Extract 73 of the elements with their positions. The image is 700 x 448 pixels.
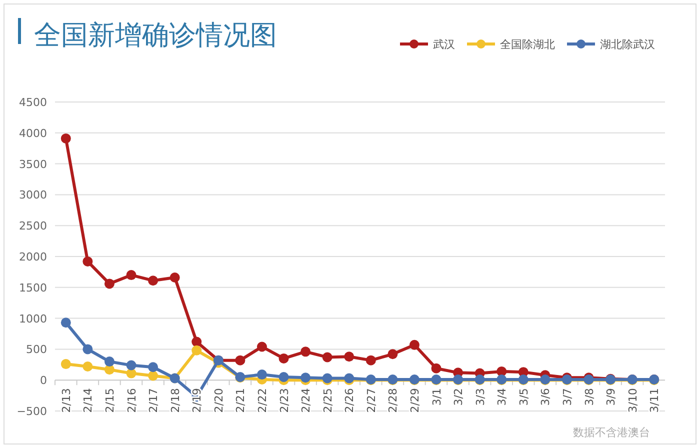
x-tick-label: 3/2: [452, 388, 466, 406]
x-tick-label: 2/19: [190, 388, 204, 413]
y-tick-label: 2500: [19, 220, 47, 233]
x-tick-label: 3/4: [496, 388, 509, 406]
point: [192, 345, 202, 356]
y-tick-label: 3000: [19, 188, 47, 202]
x-tick-label: 2/25: [321, 388, 334, 413]
x-tick-label: 3/7: [560, 388, 574, 406]
point: [300, 372, 311, 383]
x-tick-label: 3/1: [430, 388, 444, 406]
point: [366, 355, 376, 366]
x-tick-label: 2/22: [256, 388, 269, 413]
point: [148, 362, 158, 372]
point: [278, 353, 289, 364]
legend-label: 湖北除武汉: [600, 38, 655, 51]
x-tick-label: 2/28: [386, 388, 400, 413]
y-tick-label: 3500: [19, 158, 47, 171]
point: [148, 370, 158, 381]
y-tick-label: 500: [26, 343, 47, 356]
legend-label: 武汉: [433, 38, 455, 51]
point: [256, 370, 267, 380]
x-tick-label: 2/15: [103, 388, 116, 413]
point: [60, 133, 71, 144]
point: [82, 256, 93, 266]
point: [82, 362, 93, 372]
x-tick-label: 2/14: [82, 388, 95, 413]
y-tick-label: 2000: [19, 250, 47, 264]
point: [126, 360, 136, 370]
x-tick-label: 3/10: [626, 388, 640, 413]
point: [409, 340, 420, 350]
x-tick-label: 2/24: [300, 388, 313, 413]
point: [82, 344, 93, 354]
y-tick-label: −500: [16, 405, 47, 418]
point: [278, 372, 289, 382]
x-tick-label: 2/23: [278, 388, 291, 413]
x-tick-label: 2/27: [364, 388, 378, 413]
point: [148, 276, 158, 286]
point: [344, 352, 354, 362]
point: [235, 355, 246, 366]
point: [104, 356, 114, 367]
x-tick-label: 2/26: [343, 388, 356, 413]
x-tick-label: 3/8: [582, 388, 596, 406]
point: [256, 342, 267, 352]
x-tick-label: 2/13: [60, 388, 73, 413]
y-tick-label: 4500: [19, 96, 47, 109]
point: [126, 270, 136, 280]
point: [388, 349, 398, 360]
point: [322, 352, 332, 362]
x-tick-label: 2/17: [147, 388, 160, 413]
x-tick-label: 3/9: [604, 388, 618, 406]
x-tick-label: 2/29: [408, 388, 422, 413]
y-tick-label: 1000: [19, 312, 47, 326]
y-tick-label: 4000: [19, 126, 47, 140]
point: [60, 359, 71, 370]
x-tick-label: 2/20: [212, 388, 226, 413]
y-tick-label: 0: [40, 374, 47, 388]
point: [300, 346, 311, 357]
point: [192, 336, 202, 347]
point: [60, 318, 71, 328]
x-tick-label: 3/3: [474, 388, 487, 406]
chart-title: 全国新增确诊情况图: [34, 20, 277, 51]
point: [431, 363, 442, 374]
text: 数据不含港澳台: [573, 426, 650, 439]
x-tick-label: 2/16: [125, 388, 138, 413]
x-tick-label: 3/6: [539, 388, 552, 406]
x-tick-label: 3/5: [517, 388, 530, 406]
x-tick-label: 3/11: [648, 388, 662, 413]
legend-label: 全国除湖北: [500, 38, 555, 51]
y-tick-label: 1500: [19, 281, 47, 294]
point: [104, 278, 114, 289]
x-tick-label: 2/21: [234, 388, 248, 413]
x-tick-label: 2/18: [168, 388, 182, 413]
point: [170, 272, 180, 283]
